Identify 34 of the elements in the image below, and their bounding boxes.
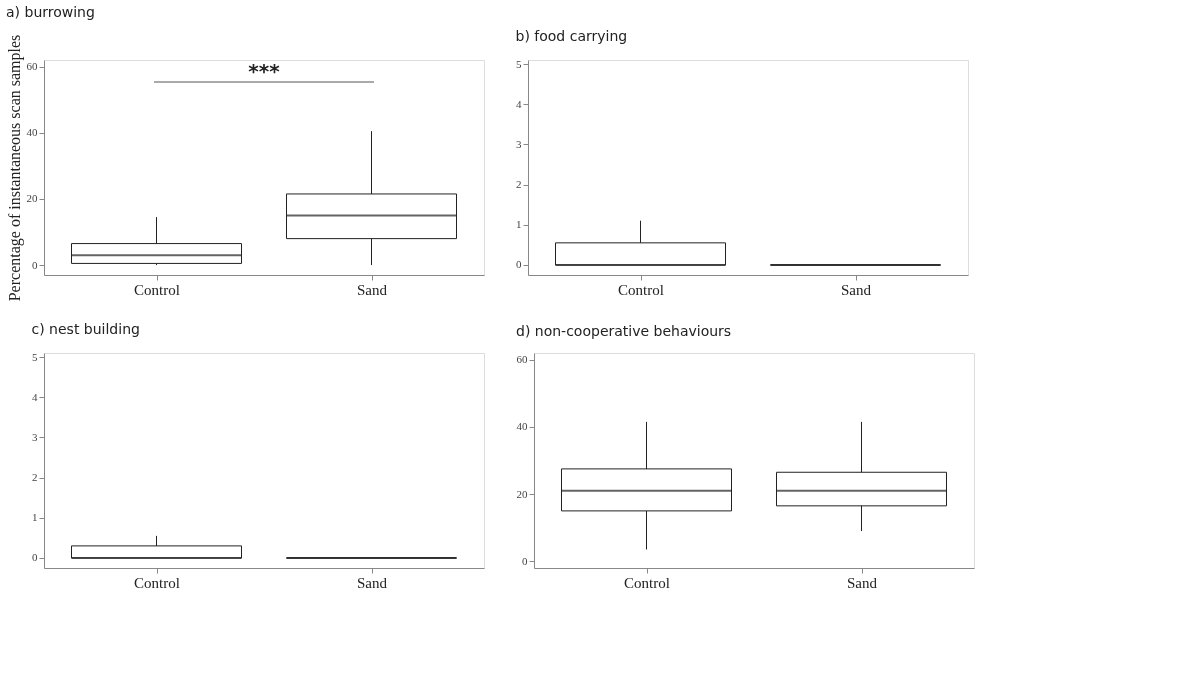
y-tick-label: 1 bbox=[32, 511, 38, 524]
y-tick-label: 5 bbox=[516, 57, 522, 70]
y-tick-label: 0 bbox=[32, 551, 38, 564]
y-tick-label: 0 bbox=[516, 258, 522, 271]
y-tick-label: 0 bbox=[522, 554, 528, 567]
x-tick-label: Sand bbox=[357, 281, 388, 298]
y-tick-label: 2 bbox=[516, 178, 522, 191]
y-tick-label: 5 bbox=[32, 350, 38, 363]
x-tick-label: Sand bbox=[357, 574, 388, 591]
y-tick-label: 2 bbox=[32, 471, 38, 484]
y-tick-label: 0 bbox=[32, 258, 38, 271]
x-tick-label: Control bbox=[134, 574, 180, 591]
y-tick-label: 20 bbox=[26, 192, 38, 205]
x-tick-label: Control bbox=[624, 574, 670, 591]
chart-title: c) nest building bbox=[31, 321, 140, 338]
chart-title: d) non-cooperative behaviours bbox=[516, 323, 732, 339]
y-tick-label: 60 bbox=[26, 60, 38, 73]
y-axis-title: Percentage of instantaneous scan samples bbox=[5, 34, 24, 302]
y-tick-label: 40 bbox=[516, 420, 528, 433]
x-tick-label: Control bbox=[618, 281, 664, 298]
annotation: *** bbox=[248, 59, 281, 83]
x-tick-label: Sand bbox=[841, 281, 872, 298]
y-tick-label: 1 bbox=[516, 218, 522, 231]
y-tick-label: 60 bbox=[516, 353, 528, 366]
chart-title: b) food carrying bbox=[515, 28, 628, 45]
y-tick-label: 3 bbox=[32, 430, 38, 443]
y-tick-label: 4 bbox=[32, 390, 38, 403]
y-tick-label: 20 bbox=[516, 487, 528, 500]
y-tick-label: 40 bbox=[26, 126, 38, 139]
chart-title: a) burrowing bbox=[6, 4, 95, 21]
y-tick-label: 3 bbox=[516, 137, 522, 150]
y-tick-label: 4 bbox=[516, 97, 522, 110]
x-tick-label: Sand bbox=[847, 574, 878, 591]
x-tick-label: Control bbox=[134, 281, 180, 298]
